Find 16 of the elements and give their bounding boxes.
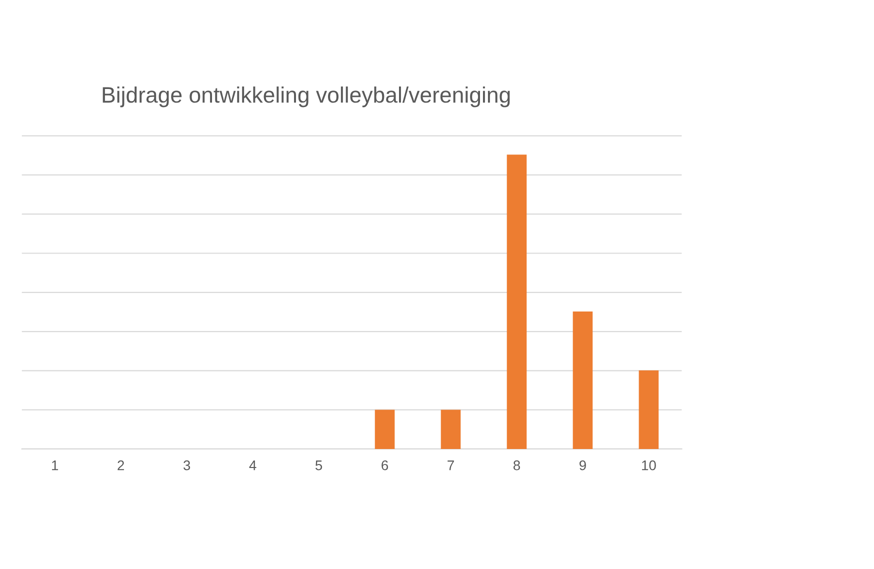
x-tick-label: 5 <box>315 460 322 470</box>
bar <box>506 154 527 449</box>
x-tick-label: 8 <box>513 460 520 470</box>
x-tick-label: 10 <box>642 460 656 470</box>
x-tick-label: 9 <box>580 460 586 470</box>
x-tick-label: 4 <box>249 460 256 470</box>
bar <box>638 370 659 449</box>
x-tick-label: 7 <box>448 460 454 470</box>
bar <box>374 410 395 449</box>
bar <box>440 410 461 449</box>
x-tick-label: 2 <box>118 460 124 470</box>
x-tick-label: 3 <box>183 460 190 470</box>
bar <box>572 312 593 449</box>
chart-title: Bijdrage ontwikkeling volleybal/vereniging <box>102 86 510 108</box>
x-tick-label: 1 <box>52 460 58 470</box>
x-tick-label: 6 <box>382 460 388 470</box>
